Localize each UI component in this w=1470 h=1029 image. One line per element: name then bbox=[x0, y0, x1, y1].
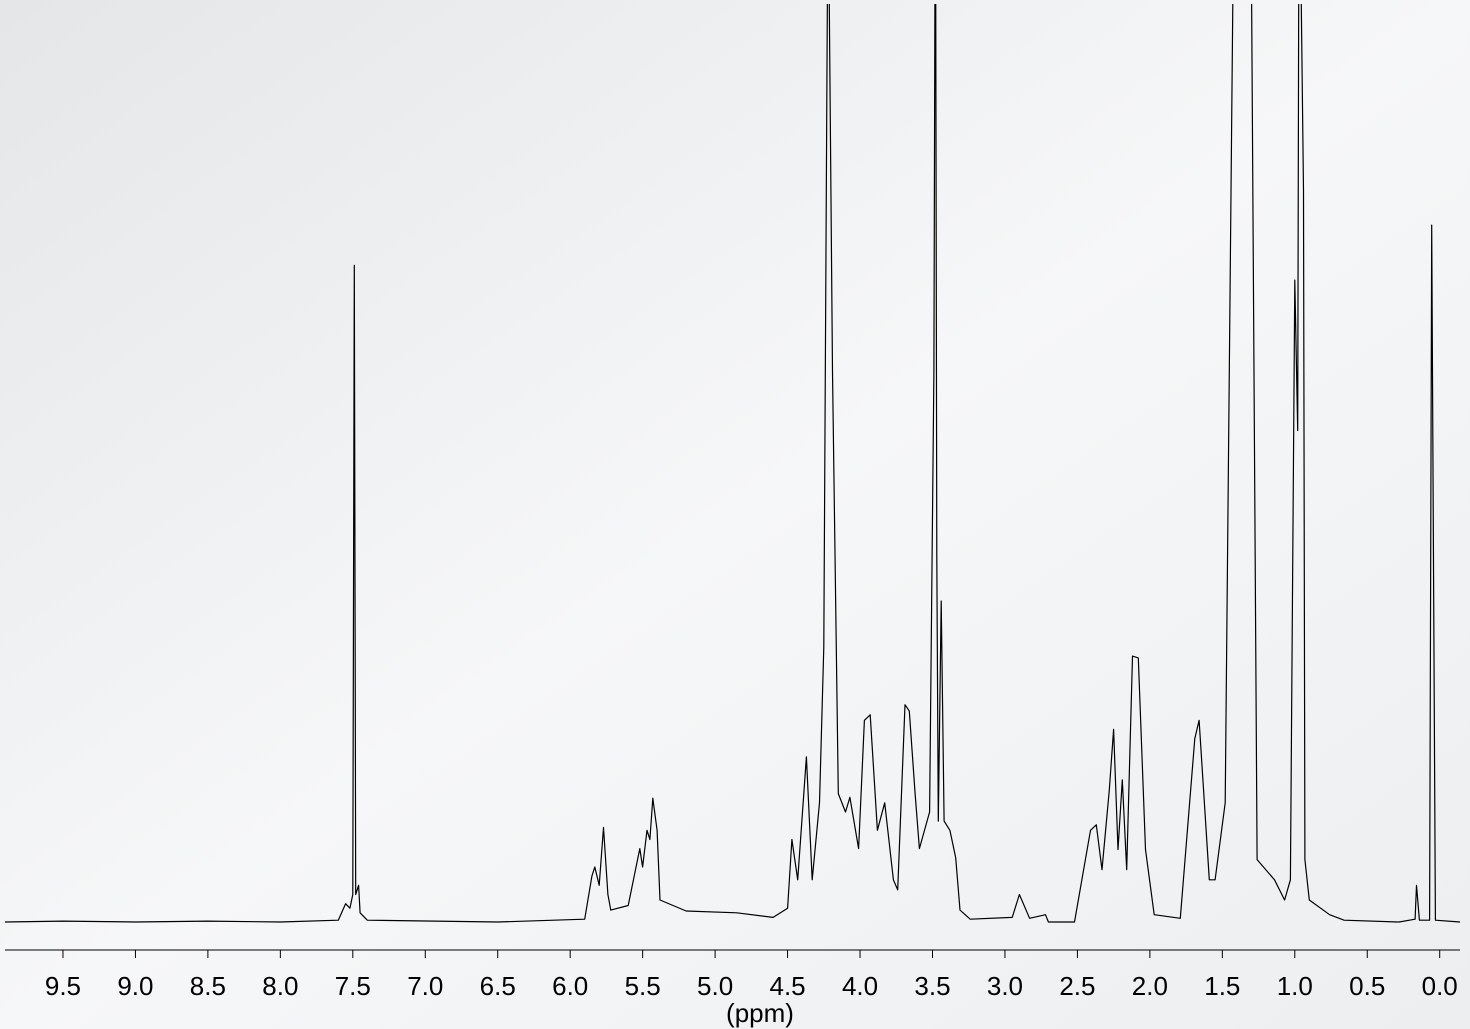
x-tick-label: 4.0 bbox=[842, 971, 878, 1001]
x-tick-label: 0.5 bbox=[1349, 971, 1385, 1001]
x-tick-label: 8.5 bbox=[190, 971, 226, 1001]
x-tick-label: 9.5 bbox=[45, 971, 81, 1001]
x-tick-label: 7.0 bbox=[407, 971, 443, 1001]
x-tick-label: 0.0 bbox=[1422, 971, 1458, 1001]
x-tick-label: 9.0 bbox=[117, 971, 153, 1001]
x-tick-label: 6.5 bbox=[480, 971, 516, 1001]
x-tick-label: 2.0 bbox=[1132, 971, 1168, 1001]
x-tick-label: 5.5 bbox=[625, 971, 661, 1001]
x-tick-label: 3.0 bbox=[987, 971, 1023, 1001]
x-tick-label: 4.5 bbox=[769, 971, 805, 1001]
x-tick-label: 1.0 bbox=[1277, 971, 1313, 1001]
x-tick-label: 3.5 bbox=[914, 971, 950, 1001]
x-tick-label: 1.5 bbox=[1204, 971, 1240, 1001]
x-tick-label: 6.0 bbox=[552, 971, 588, 1001]
x-tick-label: 5.0 bbox=[697, 971, 733, 1001]
x-tick-label: 7.5 bbox=[335, 971, 371, 1001]
x-tick-label: 8.0 bbox=[262, 971, 298, 1001]
x-tick-label: 2.5 bbox=[1059, 971, 1095, 1001]
x-axis-label: (ppm) bbox=[726, 998, 794, 1028]
spectrum-line bbox=[4, 4, 1461, 923]
